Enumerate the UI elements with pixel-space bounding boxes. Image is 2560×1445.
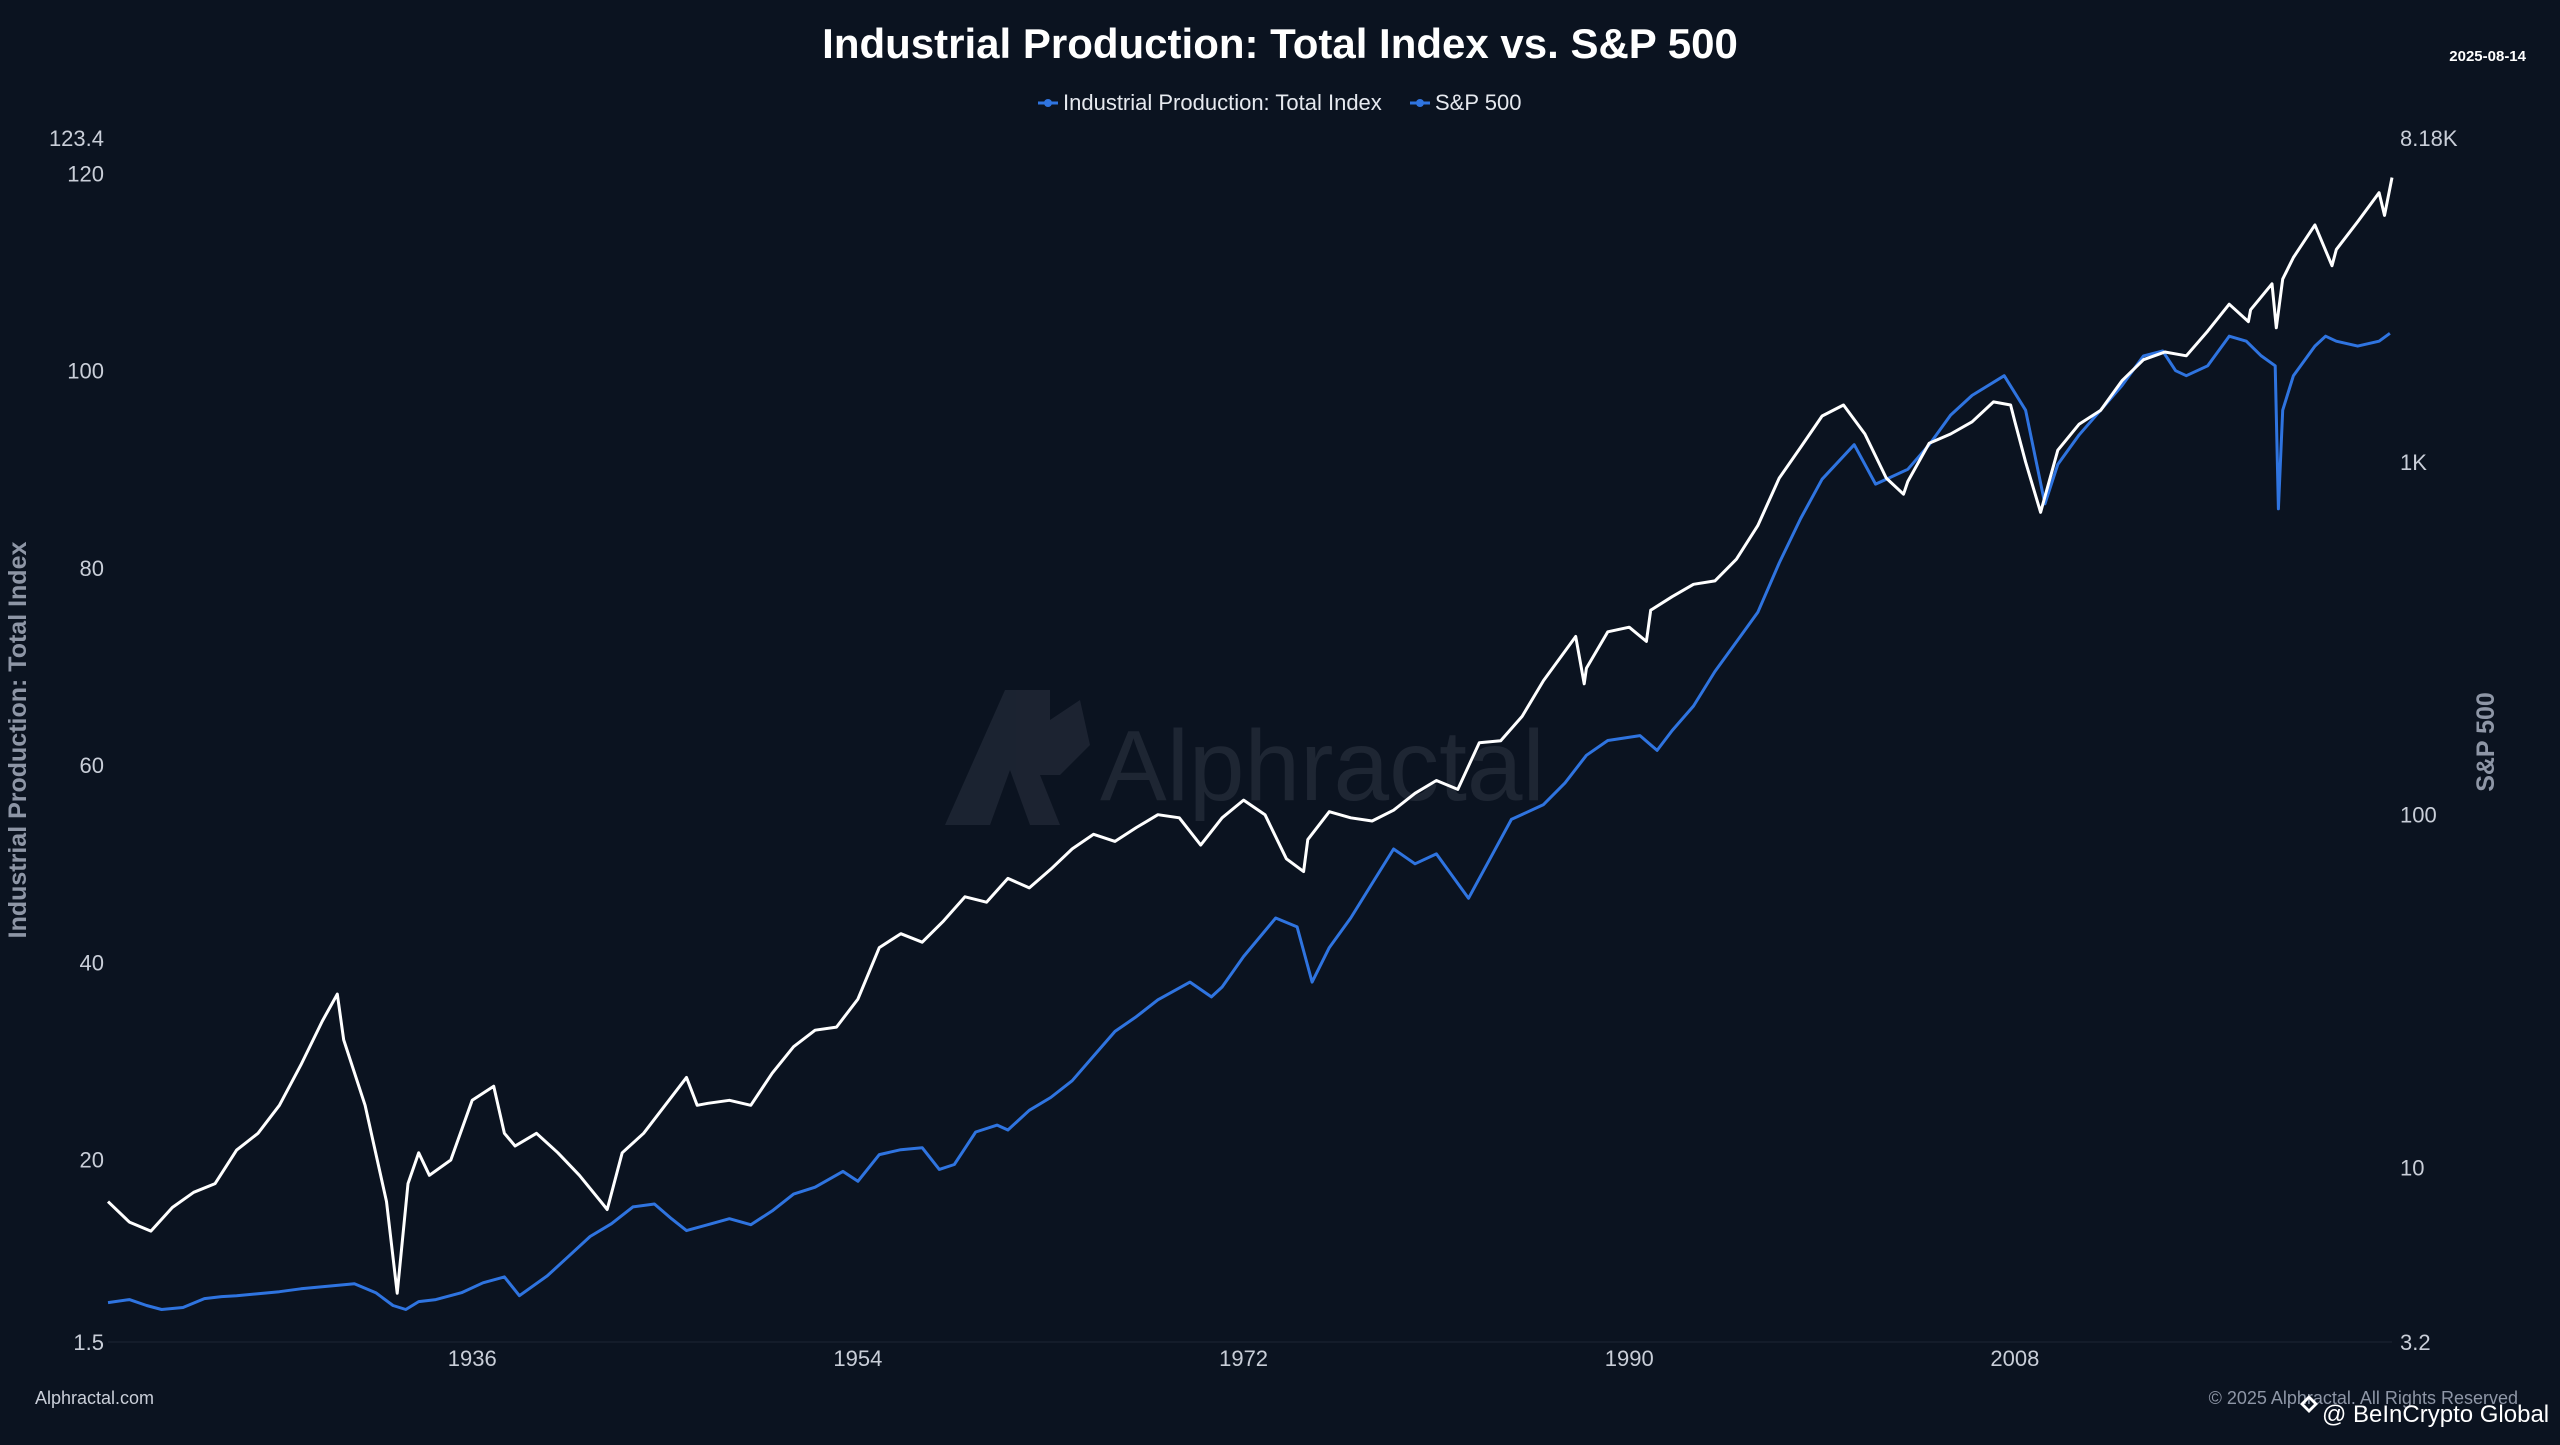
x-tick-label: 1954 [833,1346,882,1371]
y-tick-label: 100 [67,359,104,384]
legend-item-sp500[interactable]: S&P 500 [1410,90,1521,115]
x-tick-label: 1936 [448,1346,497,1371]
watermark-logo-icon [945,690,1090,825]
brand-badge-text: @ BeInCrypto Global [2322,1401,2549,1428]
x-tick-label: 2008 [1990,1346,2039,1371]
series-line-sp500 [106,177,2394,1295]
y2-tick-label: 10 [2400,1155,2424,1180]
watermark-text: Alphractal [1100,710,1545,822]
y2-axis-title: S&P 500 [2472,692,2500,792]
y-tick-label: 60 [80,753,104,778]
y-tick-label: 120 [67,162,104,187]
y-axis-right: 3.2 10 100 1K 8.18K [2400,126,2458,1355]
legend[interactable]: Industrial Production: Total Index S&P 5… [1038,90,1521,115]
footer-source[interactable]: Alphractal.com [35,1388,154,1408]
chart-title: Industrial Production: Total Index vs. S… [822,20,1738,67]
watermark: Alphractal [945,690,1545,825]
y-tick-label: 40 [80,950,104,975]
y-axis-left: 1.5 20 40 60 80 100 120 123.4 [49,126,104,1355]
legend-label-sp500: S&P 500 [1435,90,1521,115]
y2-tick-label: 1K [2400,450,2427,475]
y2-tick-label: 100 [2400,803,2437,828]
chart-date: 2025-08-14 [2449,48,2526,65]
y-tick-label: 80 [80,556,104,581]
y-tick-label: 20 [80,1148,104,1173]
legend-marker-industrial [1044,99,1052,107]
x-axis: 1936 1954 1972 1990 2008 [448,1346,2040,1371]
beincrypto-logo-icon [2300,1395,2318,1413]
brand-badge: @ BeInCrypto Global [2300,1395,2549,1428]
footer-copyright: © 2025 Alphractal. All Rights Reserved [2209,1388,2518,1408]
y-axis-title: Industrial Production: Total Index [4,542,32,939]
x-tick-label: 1972 [1219,1346,1268,1371]
y-tick-label: 123.4 [49,126,104,151]
x-tick-label: 1990 [1605,1346,1654,1371]
y-tick-label: 1.5 [73,1330,104,1355]
y2-tick-label: 8.18K [2400,126,2458,151]
legend-label-industrial: Industrial Production: Total Index [1063,90,1382,115]
y2-tick-label: 3.2 [2400,1330,2431,1355]
legend-item-industrial[interactable]: Industrial Production: Total Index [1038,90,1382,115]
legend-marker-sp500 [1416,99,1424,107]
